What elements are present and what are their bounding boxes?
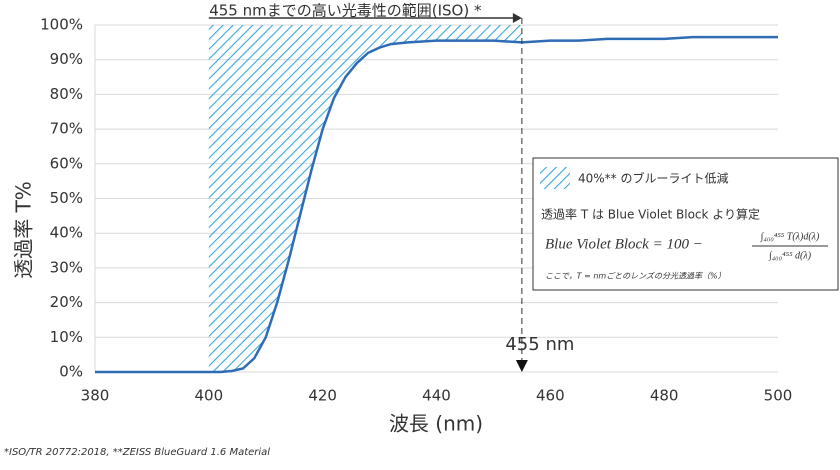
formula-lhs: Blue Violet Block = 100 −: [545, 236, 703, 252]
legend-label: 40%** のブルーライト低減: [578, 171, 729, 186]
marker-label: 455 nm: [505, 334, 574, 355]
series-line: [95, 35, 778, 374]
x-tick-label: 480: [650, 387, 679, 405]
x-tick-label: 500: [764, 387, 793, 405]
y-tick-label: 100%: [40, 16, 83, 34]
x-tick-label: 420: [308, 387, 337, 405]
y-tick-label: 0%: [59, 363, 83, 381]
info-box: [532, 157, 839, 291]
info-text: 透過率 T は Blue Violet Block より算定: [541, 207, 760, 222]
x-tick-label: 440: [422, 387, 451, 405]
footnote: *ISO/TR 20772:2018, **ZEISS BlueGuard 1.…: [4, 447, 270, 458]
range-arrowhead: [512, 13, 522, 23]
formula-numerator: ∫₄₀₀⁴⁵⁵ T(λ)d(λ): [760, 231, 820, 242]
info-note: ここで，T = nmごとのレンズの分光透過率（%）: [545, 272, 726, 281]
x-axis-label: 波長 (nm): [389, 412, 483, 436]
y-tick-label: 50%: [50, 189, 83, 207]
y-axis-label: 透過率 T%: [12, 181, 36, 279]
y-tick-label: 40%: [50, 224, 83, 242]
legend-swatch: [540, 167, 570, 189]
y-tick-label: 30%: [50, 258, 83, 276]
range-label: 455 nmまでの高い光毒性の範囲(ISO) *: [209, 2, 482, 20]
x-tick-label: 400: [195, 387, 224, 405]
y-tick-label: 90%: [50, 50, 83, 68]
y-tick-label: 70%: [50, 120, 83, 138]
y-tick-label: 60%: [50, 154, 83, 172]
marker-arrow: [515, 360, 528, 372]
y-tick-label: 10%: [50, 328, 83, 346]
shaded-region: [208, 25, 522, 372]
x-tick-label: 380: [81, 387, 110, 405]
y-tick-label: 20%: [50, 293, 83, 311]
x-tick-label: 460: [536, 387, 565, 405]
formula-denominator: ∫₄₀₀⁴⁵⁵ d(λ): [768, 250, 812, 261]
y-tick-label: 80%: [50, 85, 83, 103]
